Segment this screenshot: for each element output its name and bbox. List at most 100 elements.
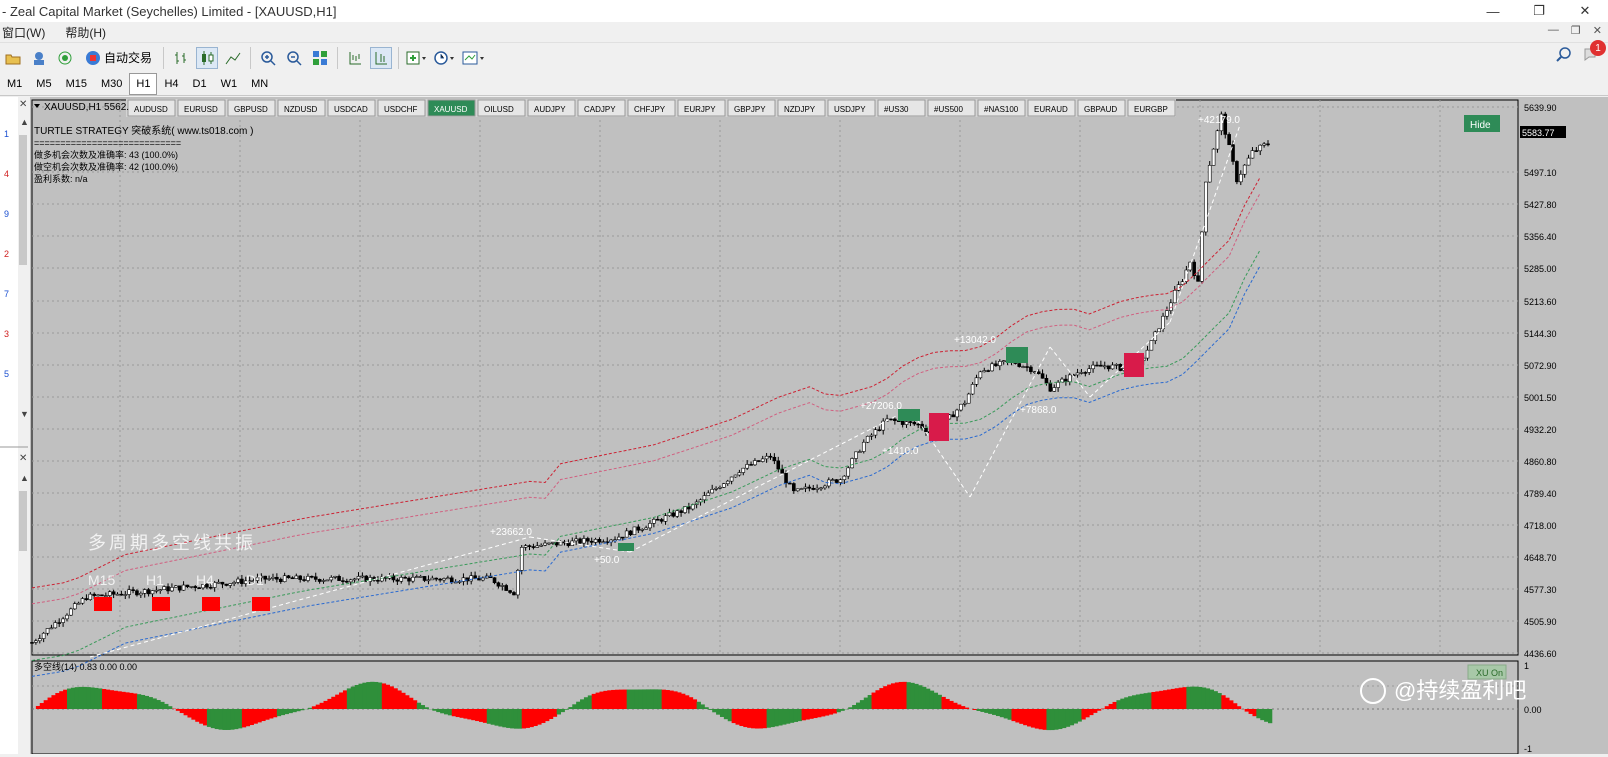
candle-body: [501, 585, 504, 586]
chart-header: XAUUSD,H1 5562.: [44, 102, 129, 113]
scroll-up-icon[interactable]: ▲: [20, 473, 28, 483]
overlay-title: 多周期多空线共振: [88, 533, 256, 553]
window-title: - Zeal Capital Market (Seychelles) Limit…: [2, 4, 337, 19]
histogram-bar: [432, 709, 436, 711]
menu-help[interactable]: 帮助(H): [65, 24, 106, 41]
timeframe-h1[interactable]: H1: [129, 73, 157, 95]
candle-body: [427, 580, 430, 581]
histogram-bar: [405, 695, 409, 709]
candle-body: [170, 587, 173, 591]
close-icon[interactable]: ✕: [19, 99, 27, 110]
histogram-bar: [222, 709, 226, 730]
timeframe-w1[interactable]: W1: [214, 73, 245, 95]
candle-body: [404, 577, 407, 578]
histogram-bar: [615, 690, 619, 709]
price-tick: 5072.90: [1524, 361, 1557, 371]
timeframe-m30[interactable]: M30: [94, 73, 129, 95]
restore-icon[interactable]: ❐: [1516, 0, 1562, 22]
candle-body: [991, 364, 994, 371]
tile-windows-icon[interactable]: [309, 47, 331, 69]
candle-body: [1267, 144, 1270, 145]
histogram-bar: [1074, 709, 1078, 724]
timeframe-d1[interactable]: D1: [186, 73, 214, 95]
mdi-minimize-icon[interactable]: —: [1548, 24, 1559, 37]
histogram-bar: [285, 709, 289, 714]
zoom-in-icon[interactable]: [257, 47, 279, 69]
histogram-bar: [1217, 693, 1221, 709]
candle-body: [431, 578, 434, 580]
close-icon[interactable]: ✕: [19, 453, 27, 464]
histogram-bar: [755, 709, 759, 729]
auto-scroll-icon[interactable]: [370, 47, 392, 69]
symbol-tab-label: #NAS100: [984, 105, 1019, 114]
overlay-signal-square: [252, 597, 270, 611]
histogram-bar: [1151, 692, 1155, 709]
candle-body: [617, 537, 620, 540]
histogram-bar: [413, 700, 417, 709]
candle-body: [1204, 182, 1207, 232]
candle-body: [326, 580, 329, 581]
candle-body: [54, 623, 57, 628]
histogram-bar: [207, 709, 211, 727]
candle-body: [435, 578, 438, 579]
navigator-pane[interactable]: ✕ ▲ ▼ ✕ ▲ 1 4 9 2 7 3 5: [0, 97, 28, 754]
candle-body: [1002, 361, 1005, 362]
search-icon[interactable]: [1556, 46, 1572, 65]
candle-body: [952, 415, 955, 417]
close-icon[interactable]: ✕: [1562, 0, 1608, 22]
indicators-icon[interactable]: [405, 47, 429, 69]
folder-icon[interactable]: [2, 47, 24, 69]
line-chart-icon[interactable]: [222, 47, 244, 69]
candle-body: [567, 543, 570, 546]
scrollbar-thumb[interactable]: [19, 135, 27, 265]
bar-chart-icon[interactable]: [170, 47, 192, 69]
timeframe-m15[interactable]: M15: [59, 73, 94, 95]
histogram-bar: [522, 709, 526, 728]
histogram-bar: [673, 691, 677, 709]
histogram-bar: [417, 703, 421, 709]
scroll-down-icon[interactable]: ▼: [20, 409, 28, 419]
histogram-bar: [409, 698, 413, 709]
chart-shift-icon[interactable]: [344, 47, 366, 69]
accounts-icon[interactable]: [28, 47, 50, 69]
histogram-bar: [1081, 709, 1085, 720]
timeframe-h4[interactable]: H4: [157, 73, 185, 95]
histogram-bar: [1148, 693, 1152, 709]
candlestick-icon[interactable]: [196, 47, 218, 69]
scroll-up-icon[interactable]: ▲: [20, 117, 28, 127]
histogram-bar: [860, 700, 864, 709]
candle-body: [1026, 367, 1029, 368]
menu-window[interactable]: 窗口(W): [2, 24, 45, 41]
histogram-bar: [421, 705, 425, 709]
histogram-bar: [1214, 691, 1218, 709]
timeframe-mn[interactable]: MN: [244, 73, 275, 95]
auto-trade-button[interactable]: 自动交易: [80, 47, 157, 69]
mdi-restore-icon[interactable]: ❐: [1571, 24, 1581, 37]
signal-icon[interactable]: [54, 47, 76, 69]
histogram-bar: [945, 699, 949, 709]
zoom-out-icon[interactable]: [283, 47, 305, 69]
candle-body: [69, 609, 72, 615]
histogram-bar: [580, 699, 584, 709]
templates-icon[interactable]: [461, 47, 487, 69]
histogram-bar: [724, 709, 728, 719]
histogram-bar: [942, 697, 946, 709]
histogram-bar: [393, 688, 397, 709]
scrollbar-thumb[interactable]: [19, 491, 27, 551]
candle-body: [559, 542, 562, 545]
periods-icon[interactable]: [433, 47, 457, 69]
price-tick: 4718.00: [1524, 521, 1557, 531]
histogram-bar: [48, 698, 52, 709]
histogram-bar: [1062, 709, 1066, 728]
overlay-signal-square: [152, 597, 170, 611]
histogram-bar: [984, 709, 988, 713]
timeframe-m1[interactable]: M1: [0, 73, 29, 95]
timeframe-m5[interactable]: M5: [29, 73, 58, 95]
histogram-bar: [778, 709, 782, 725]
price-chart[interactable]: 5639.905497.105427.805356.405285.005213.…: [30, 97, 1608, 754]
notifications-icon[interactable]: 1: [1582, 46, 1598, 65]
trade-profit-label: +42179.0: [1198, 115, 1240, 126]
minimize-icon[interactable]: —: [1470, 0, 1516, 22]
mdi-close-icon[interactable]: ✕: [1593, 24, 1602, 37]
